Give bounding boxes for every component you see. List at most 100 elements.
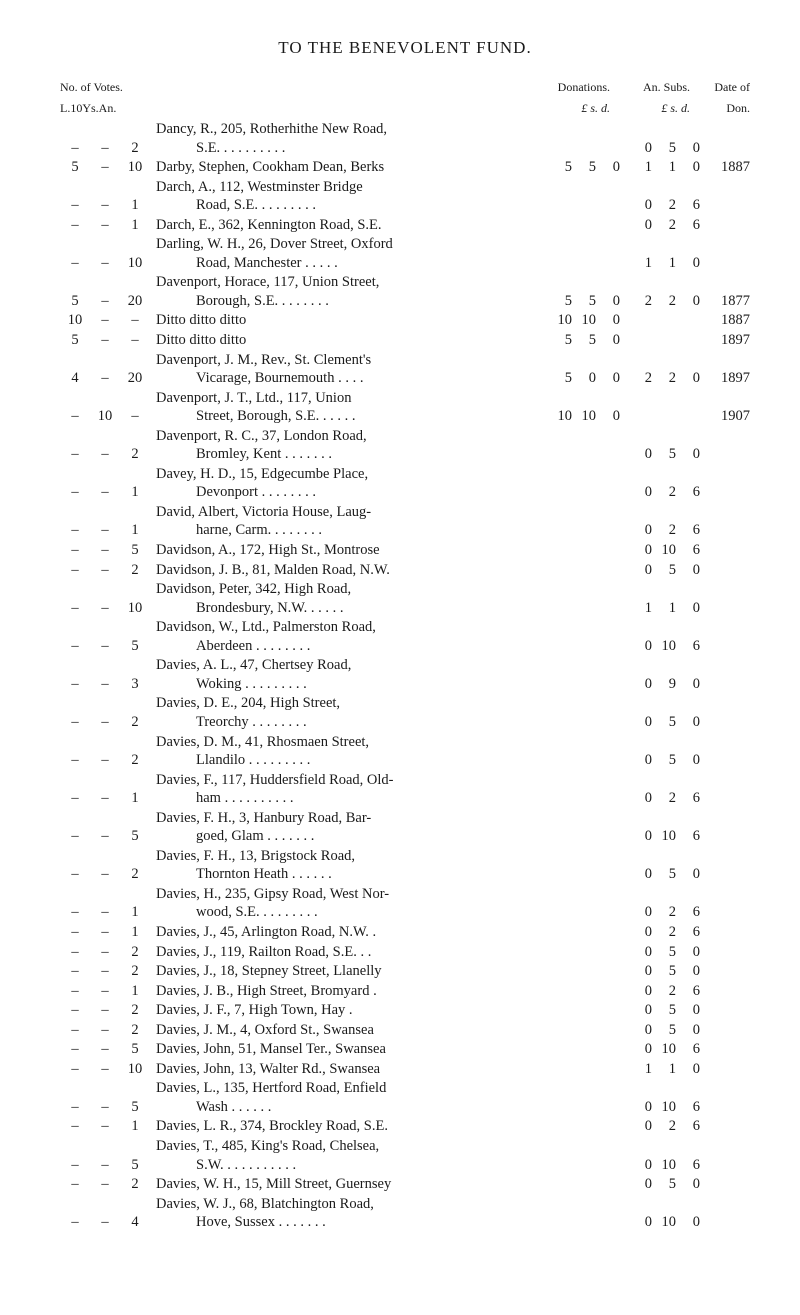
subs-pounds: 0: [628, 1175, 652, 1194]
vote-col-2: –: [90, 903, 120, 922]
don-label: Don.: [690, 101, 750, 116]
page: TO THE BENEVOLENT FUND. No. of Votes. Do…: [0, 0, 800, 1315]
vote-col-1: –: [60, 827, 90, 846]
vote-col-1: –: [60, 637, 90, 656]
vote-col-3: 4: [120, 1213, 150, 1232]
vote-col-2: –: [90, 369, 120, 388]
subs-shillings: 2: [652, 789, 676, 808]
subs-shillings: 5: [652, 751, 676, 770]
subs-pence: 0: [676, 292, 700, 311]
subs-pence: 6: [676, 789, 700, 808]
table-row: ––1Davies, J., 45, Arlington Road, N.W. …: [60, 923, 750, 942]
vote-col-1: –: [60, 751, 90, 770]
entry-description: Davies, J., 18, Stepney Street, Llanelly: [150, 962, 548, 981]
entry-description: Davies, H., 235, Gipsy Road, West Nor-wo…: [150, 885, 548, 922]
donation-date: 1897: [700, 331, 750, 350]
vote-col-3: 5: [120, 1040, 150, 1059]
donation-shillings: 0: [572, 369, 596, 388]
vote-col-1: –: [60, 923, 90, 942]
vote-col-2: –: [90, 1098, 120, 1117]
subs-pounds: 0: [628, 216, 652, 235]
vote-col-1: –: [60, 407, 90, 426]
vote-col-2: –: [90, 675, 120, 694]
subs-pence: 0: [676, 713, 700, 732]
donation-date: 1907: [700, 407, 750, 426]
vote-col-3: 2: [120, 962, 150, 981]
vote-col-3: 20: [120, 369, 150, 388]
vote-col-1: 5: [60, 331, 90, 350]
subs-shillings: 2: [652, 923, 676, 942]
subs-pounds: 0: [628, 1021, 652, 1040]
entry-description: Davies, John, 13, Walter Rd., Swansea: [150, 1060, 548, 1079]
table-row: ––1Davies, L. R., 374, Brockley Road, S.…: [60, 1117, 750, 1136]
table-row: ––2Davies, D. M., 41, Rhosmaen Street,Ll…: [60, 733, 750, 770]
entry-description: Davenport, J. T., Ltd., 117, UnionStreet…: [150, 389, 548, 426]
subs-pence: 6: [676, 483, 700, 502]
subs-pence: 6: [676, 1117, 700, 1136]
table-row: ––1David, Albert, Victoria House, Laug-h…: [60, 503, 750, 540]
subs-shillings: 10: [652, 1213, 676, 1232]
donation-shillings: 10: [572, 311, 596, 330]
vote-col-1: –: [60, 982, 90, 1001]
table-row: ––5Davidson, W., Ltd., Palmerston Road,A…: [60, 618, 750, 655]
vote-col-3: 2: [120, 943, 150, 962]
subs-shillings: 5: [652, 1175, 676, 1194]
vote-col-3: 5: [120, 1156, 150, 1175]
subs-pounds: 2: [628, 292, 652, 311]
subs-shillings: 5: [652, 713, 676, 732]
table-row: ––2Davies, J., 18, Stepney Street, Llane…: [60, 962, 750, 981]
subs-pence: 6: [676, 196, 700, 215]
table-row: ––3Davies, A. L., 47, Chertsey Road,Woki…: [60, 656, 750, 693]
table-row: ––1Darch, E., 362, Kennington Road, S.E.…: [60, 216, 750, 235]
subs-shillings: 1: [652, 1060, 676, 1079]
subs-pence: 6: [676, 1156, 700, 1175]
donation-shillings: 5: [572, 292, 596, 311]
table-row: ––1Darch, A., 112, Westminster BridgeRoa…: [60, 178, 750, 215]
subs-shillings: 10: [652, 1098, 676, 1117]
donation-shillings: 5: [572, 158, 596, 177]
subs-pounds: 0: [628, 713, 652, 732]
vote-col-3: 2: [120, 1175, 150, 1194]
subs-pounds: 0: [628, 962, 652, 981]
vote-col-2: –: [90, 445, 120, 464]
entry-description: Davies, T., 485, King's Road, Chelsea,S.…: [150, 1137, 548, 1174]
donation-pence: 0: [596, 369, 620, 388]
table-row: ––5Davies, F. H., 3, Hanbury Road, Bar-g…: [60, 809, 750, 846]
entry-description: Ditto ditto ditto: [150, 331, 548, 350]
vote-col-2: –: [90, 865, 120, 884]
subs-shillings: 5: [652, 943, 676, 962]
vote-col-2: 10: [90, 407, 120, 426]
table-row: 10–– Ditto ditto ditto101001887: [60, 311, 750, 330]
table-row: 5–– Ditto ditto ditto5501897: [60, 331, 750, 350]
vote-col-2: –: [90, 541, 120, 560]
table-row: ––1Davey, H. D., 15, Edgecumbe Place,Dev…: [60, 465, 750, 502]
vote-col-2: –: [90, 789, 120, 808]
subs-pence: 0: [676, 943, 700, 962]
subs-pounds: 1: [628, 254, 652, 273]
vote-col-3: 2: [120, 561, 150, 580]
entry-description: Davies, J. M., 4, Oxford St., Swansea: [150, 1021, 548, 1040]
table-row: ––2Davies, F. H., 13, Brigstock Road,Tho…: [60, 847, 750, 884]
subs-pence: 6: [676, 1040, 700, 1059]
vote-col-3: 3: [120, 675, 150, 694]
vote-col-1: –: [60, 445, 90, 464]
entry-description: Davies, D. M., 41, Rhosmaen Street,Lland…: [150, 733, 548, 770]
subs-pence: 6: [676, 521, 700, 540]
vote-col-3: –: [120, 407, 150, 426]
vote-col-2: –: [90, 196, 120, 215]
vote-col-1: –: [60, 216, 90, 235]
donation-pounds: 5: [548, 369, 572, 388]
subs-pence: 6: [676, 216, 700, 235]
vote-col-2: –: [90, 923, 120, 942]
subs-pounds: 1: [628, 599, 652, 618]
entry-description: Davey, H. D., 15, Edgecumbe Place,Devonp…: [150, 465, 548, 502]
table-row: ––4Davies, W. J., 68, Blatchington Road,…: [60, 1195, 750, 1232]
vote-col-1: –: [60, 483, 90, 502]
entry-description: Davies, W. J., 68, Blatchington Road,Hov…: [150, 1195, 548, 1232]
vote-col-1: –: [60, 962, 90, 981]
table-row: ––1Davies, F., 117, Huddersfield Road, O…: [60, 771, 750, 808]
donation-date: 1877: [700, 292, 750, 311]
subs-pounds: 0: [628, 1117, 652, 1136]
subs-shillings: 2: [652, 982, 676, 1001]
entry-description: Davies, John, 51, Mansel Ter., Swansea: [150, 1040, 548, 1059]
